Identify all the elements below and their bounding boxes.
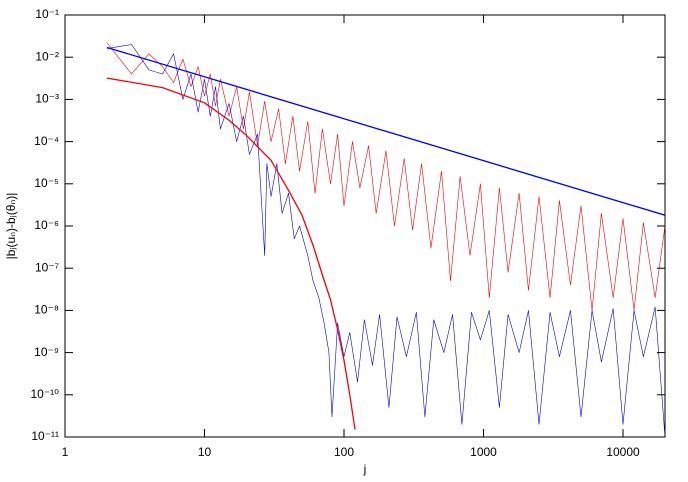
y-tick-label: 10⁻⁸ — [34, 303, 59, 317]
y-tick-label: 10⁻² — [35, 49, 59, 63]
series-line — [106, 77, 356, 430]
series-line — [106, 46, 665, 216]
y-tick-label: 10⁻⁷ — [35, 260, 59, 274]
series-line — [106, 42, 665, 311]
y-tick-label: 10⁻⁵ — [34, 176, 59, 190]
x-tick-label: 1000 — [470, 445, 497, 459]
y-tick-label: 10⁻⁶ — [34, 218, 59, 232]
y-tick-label: 10⁻¹¹ — [31, 429, 59, 443]
x-tick-label: 100 — [334, 445, 354, 459]
plot-area — [106, 42, 665, 437]
x-tick-label: 1 — [62, 445, 69, 459]
y-tick-label: 10⁻¹⁰ — [31, 387, 60, 401]
series-line — [106, 44, 665, 437]
y-tick-label: 10⁻⁹ — [34, 345, 59, 359]
y-tick-label: 10⁻³ — [35, 92, 59, 106]
x-tick-label: 10 — [198, 445, 212, 459]
plot-frame — [64, 14, 666, 438]
x-axis-label: j — [363, 462, 367, 476]
y-tick-label: 10⁻¹ — [35, 7, 59, 21]
y-tick-label: 10⁻⁴ — [34, 134, 59, 148]
x-tick-label: 10000 — [606, 445, 640, 459]
y-axis-label: |bⱼ(uₙ)-bⱼ(θₙ)| — [4, 193, 18, 260]
